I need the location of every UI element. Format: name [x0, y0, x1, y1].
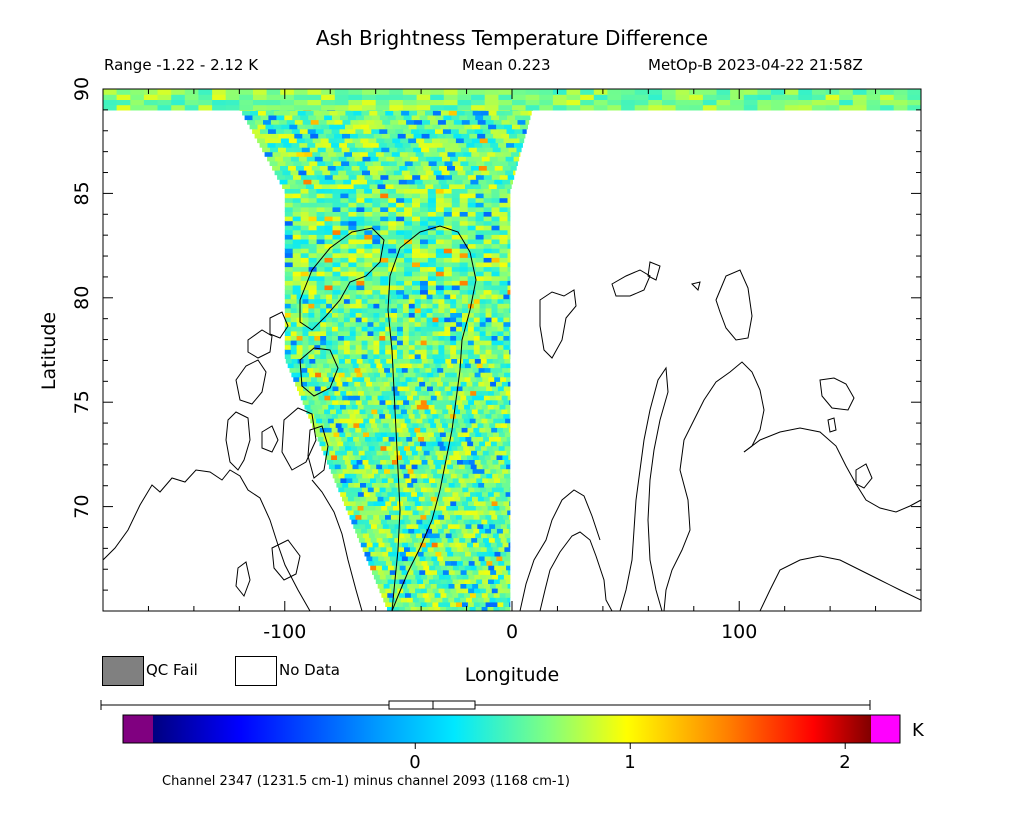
- x-axis: -100 0 100: [102, 89, 922, 643]
- colorbar-caption: Channel 2347 (1231.5 cm-1) minus channel…: [162, 774, 570, 789]
- colorbar-tick-label: 2: [839, 752, 851, 773]
- satellite-timestamp: MetOp-B 2023-04-22 21:58Z: [648, 56, 863, 74]
- y-axis-label: Latitude: [38, 311, 60, 391]
- colorbar-slider[interactable]: [100, 700, 871, 710]
- legend-no-data-swatch: [235, 656, 277, 686]
- chart-title: Ash Brightness Temperature Difference: [315, 26, 709, 50]
- x-tick-label: 0: [506, 621, 518, 643]
- colorbar-tick-label: 1: [624, 752, 636, 773]
- legend-qc-fail-swatch: [102, 656, 144, 686]
- y-tick-label: 90: [71, 77, 93, 101]
- y-tick-label: 70: [71, 495, 93, 519]
- x-tick-label: 100: [721, 621, 757, 643]
- mean-readout: Mean 0.223: [462, 56, 551, 74]
- x-tick-label: -100: [263, 621, 306, 643]
- x-axis-label: Longitude: [464, 664, 560, 686]
- range-handle[interactable]: [388, 700, 476, 710]
- y-tick-label: 85: [71, 181, 93, 205]
- range-readout: Range -1.22 - 2.12 K: [104, 56, 259, 74]
- colorbar-over: [871, 715, 900, 743]
- y-tick-label: 80: [71, 286, 93, 310]
- legend-qc-fail-label: QC Fail: [146, 661, 198, 679]
- y-axis: 70 75 80 85 90: [71, 77, 921, 612]
- y-tick-label: 75: [71, 390, 93, 414]
- colorbar-units: K: [912, 720, 924, 741]
- swath-cells: [103, 89, 921, 611]
- colorbar: [122, 714, 901, 749]
- colorbar-under: [123, 715, 153, 743]
- colorbar-gradient: [153, 715, 871, 743]
- legend-no-data-label: No Data: [279, 661, 340, 679]
- colorbar-tick-label: 0: [409, 752, 421, 773]
- coastlines: [103, 225, 921, 611]
